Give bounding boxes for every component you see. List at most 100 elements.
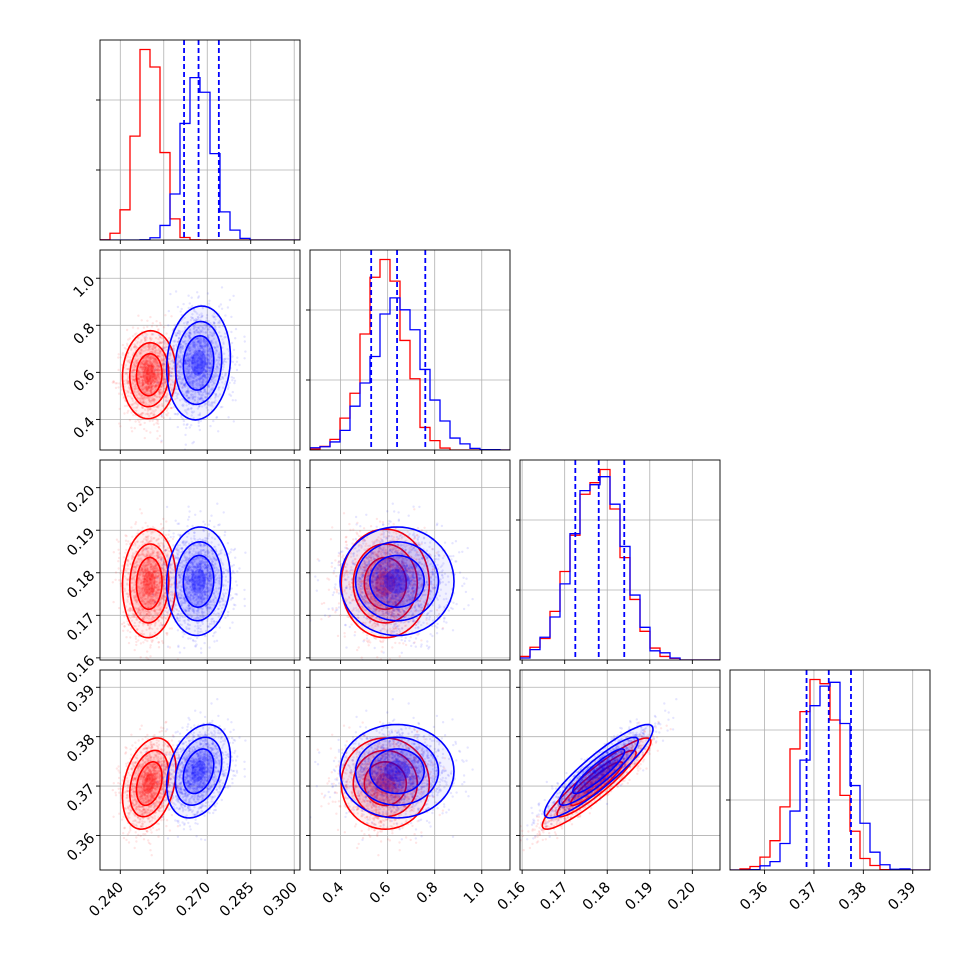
scatter-point <box>145 338 148 342</box>
scatter-point <box>150 363 154 367</box>
scatter-point <box>125 636 128 639</box>
scatter-point <box>144 521 147 525</box>
scatter-point <box>152 364 155 368</box>
scatter-point <box>218 305 221 308</box>
scatter-point <box>137 377 140 380</box>
scatter-point <box>131 370 134 373</box>
scatter-point <box>144 380 147 383</box>
scatter-point <box>127 382 130 385</box>
scatter-point <box>218 356 221 359</box>
scatter-point <box>146 369 149 372</box>
scatter-point <box>158 392 162 395</box>
scatter-point <box>153 360 156 363</box>
scatter-point <box>140 338 143 342</box>
scatter-point <box>146 356 150 359</box>
scatter-point <box>146 378 150 381</box>
scatter-point <box>153 372 156 376</box>
scatter-point <box>219 303 223 306</box>
scatter-point <box>149 374 152 377</box>
scatter-point <box>152 413 156 416</box>
scatter-point <box>145 372 148 376</box>
scatter-point <box>152 359 155 362</box>
scatter-point <box>160 382 163 385</box>
scatter-point <box>123 404 127 408</box>
scatter-point <box>170 387 174 390</box>
scatter-point <box>140 348 143 351</box>
scatter-point <box>170 375 173 378</box>
scatter-point <box>175 343 178 347</box>
scatter-point <box>165 520 168 523</box>
scatter-point <box>141 373 144 376</box>
scatter-point <box>177 360 180 364</box>
scatter-point <box>140 352 143 355</box>
scatter-point <box>188 375 191 378</box>
scatter-point <box>156 381 159 384</box>
scatter-point <box>220 307 224 310</box>
scatter-point <box>155 365 158 368</box>
scatter-point <box>144 361 147 364</box>
scatter-point <box>150 362 153 365</box>
scatter-point <box>209 380 213 384</box>
scatter-point <box>157 372 160 376</box>
scatter-point <box>134 385 137 389</box>
scatter-point <box>145 372 149 375</box>
scatter-point <box>137 371 140 374</box>
scatter-point <box>146 381 149 384</box>
scatter-point <box>168 417 172 420</box>
scatter-point <box>189 407 193 410</box>
scatter-point <box>147 360 150 363</box>
scatter-point <box>138 397 142 400</box>
contour-0-2 <box>135 352 163 397</box>
scatter-point <box>143 376 146 380</box>
scatter-point <box>141 397 144 401</box>
scatter-point <box>169 292 172 296</box>
scatter-point <box>140 381 144 385</box>
scatter-point <box>150 390 153 393</box>
scatter-point <box>176 629 180 632</box>
scatter-point <box>201 352 205 356</box>
scatter-point <box>152 356 155 360</box>
scatter-point <box>136 340 139 344</box>
y-tick-label: 0.8 <box>71 320 99 348</box>
scatter-point <box>133 365 136 368</box>
scatter-point <box>163 380 167 383</box>
scatter-point <box>154 368 157 371</box>
scatter-point <box>144 367 147 370</box>
scatter-point <box>144 375 147 378</box>
scatter-point <box>159 349 162 353</box>
scatter-point <box>144 344 147 348</box>
scatter-point <box>166 407 169 410</box>
scatter-point <box>154 384 157 387</box>
scatter-point <box>198 356 201 359</box>
scatter-point <box>227 416 230 419</box>
scatter-point <box>145 363 148 366</box>
y-tick-label: 0.4 <box>71 414 99 442</box>
scatter-point <box>154 375 158 379</box>
scatter-point <box>210 331 213 334</box>
scatter-point <box>189 375 192 378</box>
scatter-point <box>133 378 136 381</box>
scatter-point <box>164 343 167 346</box>
scatter-point <box>244 350 247 353</box>
scatter-point <box>158 369 162 372</box>
scatter-point <box>127 391 130 394</box>
scatter-point <box>198 428 201 432</box>
scatter-point <box>169 357 172 360</box>
scatter-point <box>142 365 145 369</box>
scatter-point <box>162 363 165 366</box>
scatter-point <box>146 357 149 360</box>
scatter-point <box>140 412 144 415</box>
scatter-point <box>156 375 159 378</box>
scatter-point <box>187 334 190 337</box>
scatter-point <box>150 369 153 373</box>
scatter-point <box>156 418 159 422</box>
scatter-point <box>173 412 176 416</box>
scatter-point <box>156 379 159 382</box>
scatter-point <box>197 295 201 298</box>
scatter-point <box>146 360 149 363</box>
scatter-point <box>148 377 151 380</box>
scatter-point <box>127 338 130 341</box>
scatter-point <box>141 334 144 337</box>
scatter-point <box>139 375 143 378</box>
scatter-point <box>146 382 150 386</box>
